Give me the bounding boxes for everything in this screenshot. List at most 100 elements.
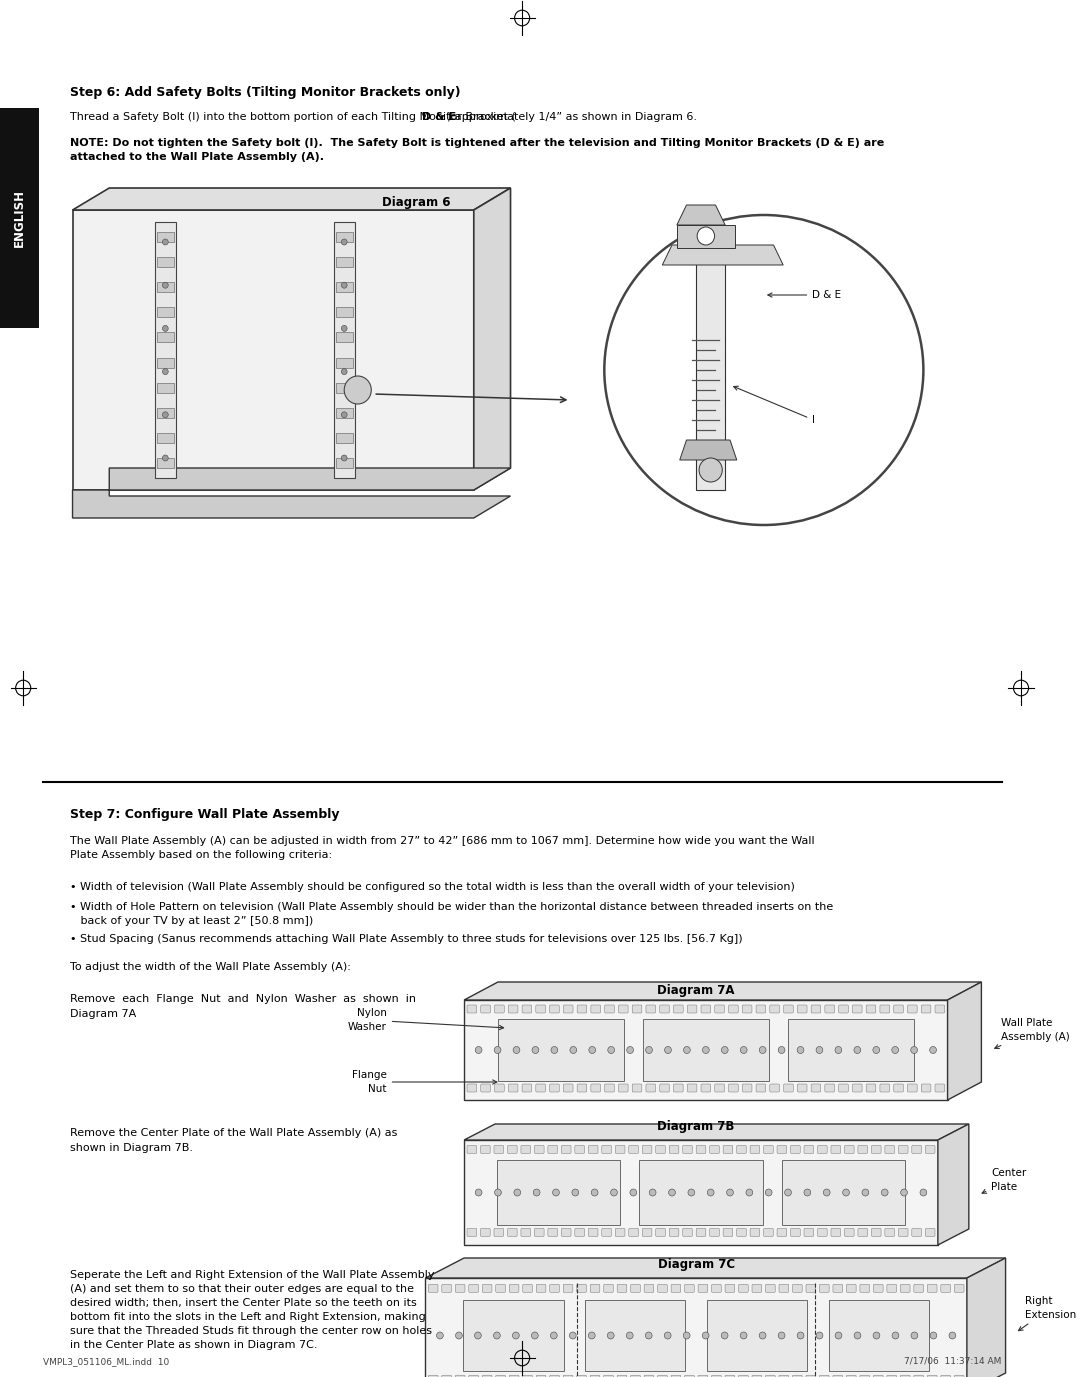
Circle shape [664, 1332, 671, 1338]
Polygon shape [334, 222, 355, 478]
Circle shape [816, 1332, 823, 1338]
Circle shape [532, 1047, 539, 1053]
FancyBboxPatch shape [496, 1285, 505, 1293]
FancyBboxPatch shape [751, 1228, 759, 1237]
Circle shape [162, 454, 168, 461]
FancyBboxPatch shape [907, 1005, 917, 1013]
Circle shape [873, 1332, 880, 1338]
Circle shape [162, 412, 168, 417]
FancyBboxPatch shape [874, 1376, 883, 1377]
FancyBboxPatch shape [589, 1146, 598, 1154]
FancyBboxPatch shape [481, 1005, 490, 1013]
Text: ENGLISH: ENGLISH [13, 189, 26, 246]
Circle shape [746, 1188, 753, 1197]
FancyBboxPatch shape [880, 1084, 890, 1092]
FancyBboxPatch shape [893, 1084, 903, 1092]
FancyBboxPatch shape [496, 1376, 505, 1377]
FancyBboxPatch shape [914, 1376, 923, 1377]
FancyBboxPatch shape [697, 1146, 706, 1154]
Polygon shape [336, 459, 353, 468]
FancyBboxPatch shape [577, 1376, 586, 1377]
Circle shape [570, 1047, 577, 1053]
FancyBboxPatch shape [442, 1285, 451, 1293]
FancyBboxPatch shape [670, 1228, 679, 1237]
FancyBboxPatch shape [885, 1146, 894, 1154]
Circle shape [684, 1047, 690, 1053]
FancyBboxPatch shape [804, 1228, 813, 1237]
FancyBboxPatch shape [872, 1146, 881, 1154]
FancyBboxPatch shape [456, 1285, 465, 1293]
Circle shape [162, 282, 168, 288]
FancyBboxPatch shape [674, 1005, 684, 1013]
FancyBboxPatch shape [921, 1005, 931, 1013]
FancyBboxPatch shape [643, 1146, 652, 1154]
Text: Seperate the Left and Right Extension of the Wall Plate Assembly
(A) and set the: Seperate the Left and Right Extension of… [69, 1270, 434, 1349]
FancyBboxPatch shape [429, 1376, 438, 1377]
FancyBboxPatch shape [852, 1084, 862, 1092]
FancyBboxPatch shape [562, 1228, 571, 1237]
FancyBboxPatch shape [643, 1228, 652, 1237]
Circle shape [610, 1188, 618, 1197]
Circle shape [892, 1047, 899, 1053]
FancyBboxPatch shape [456, 1376, 465, 1377]
Circle shape [607, 1332, 615, 1338]
Circle shape [727, 1188, 733, 1197]
Polygon shape [72, 468, 511, 518]
FancyBboxPatch shape [935, 1005, 945, 1013]
FancyBboxPatch shape [537, 1376, 545, 1377]
FancyBboxPatch shape [510, 1285, 518, 1293]
FancyBboxPatch shape [698, 1376, 707, 1377]
FancyBboxPatch shape [550, 1084, 559, 1092]
FancyBboxPatch shape [521, 1146, 530, 1154]
FancyBboxPatch shape [818, 1228, 827, 1237]
Circle shape [797, 1047, 804, 1053]
Text: The Wall Plate Assembly (A) can be adjusted in width from 27” to 42” [686 mm to : The Wall Plate Assembly (A) can be adjus… [69, 836, 814, 861]
FancyBboxPatch shape [629, 1228, 638, 1237]
FancyBboxPatch shape [725, 1285, 734, 1293]
FancyBboxPatch shape [899, 1228, 908, 1237]
Circle shape [626, 1047, 634, 1053]
FancyBboxPatch shape [604, 1285, 613, 1293]
FancyBboxPatch shape [674, 1084, 684, 1092]
Bar [828, 1300, 929, 1371]
FancyBboxPatch shape [687, 1005, 697, 1013]
Polygon shape [677, 224, 734, 248]
Circle shape [475, 1188, 482, 1197]
Circle shape [910, 1047, 918, 1053]
FancyBboxPatch shape [756, 1084, 766, 1092]
FancyBboxPatch shape [912, 1146, 921, 1154]
Polygon shape [464, 1000, 947, 1100]
FancyBboxPatch shape [847, 1285, 856, 1293]
Circle shape [721, 1332, 728, 1338]
FancyBboxPatch shape [646, 1005, 656, 1013]
FancyBboxPatch shape [777, 1228, 786, 1237]
FancyBboxPatch shape [481, 1228, 490, 1237]
Bar [0, 107, 39, 328]
FancyBboxPatch shape [495, 1005, 504, 1013]
FancyBboxPatch shape [481, 1146, 490, 1154]
FancyBboxPatch shape [779, 1285, 788, 1293]
Polygon shape [679, 441, 737, 460]
FancyBboxPatch shape [825, 1005, 835, 1013]
Polygon shape [336, 231, 353, 242]
FancyBboxPatch shape [729, 1084, 739, 1092]
Circle shape [345, 376, 372, 403]
Circle shape [513, 1047, 519, 1053]
FancyBboxPatch shape [483, 1376, 492, 1377]
Bar [707, 1300, 807, 1371]
Text: ) approximately 1/4” as shown in Diagram 6.: ) approximately 1/4” as shown in Diagram… [447, 112, 697, 123]
FancyBboxPatch shape [804, 1146, 813, 1154]
Text: D & E: D & E [768, 291, 841, 300]
Circle shape [534, 1188, 540, 1197]
FancyBboxPatch shape [811, 1084, 821, 1092]
FancyBboxPatch shape [617, 1376, 626, 1377]
Circle shape [589, 1047, 595, 1053]
FancyBboxPatch shape [550, 1005, 559, 1013]
FancyBboxPatch shape [845, 1146, 854, 1154]
Text: • Width of Hole Pattern on television (Wall Plate Assembly should be wider than : • Width of Hole Pattern on television (W… [69, 902, 833, 925]
FancyBboxPatch shape [941, 1376, 950, 1377]
Polygon shape [464, 982, 982, 1000]
FancyBboxPatch shape [833, 1376, 842, 1377]
Polygon shape [336, 307, 353, 317]
FancyBboxPatch shape [522, 1005, 531, 1013]
